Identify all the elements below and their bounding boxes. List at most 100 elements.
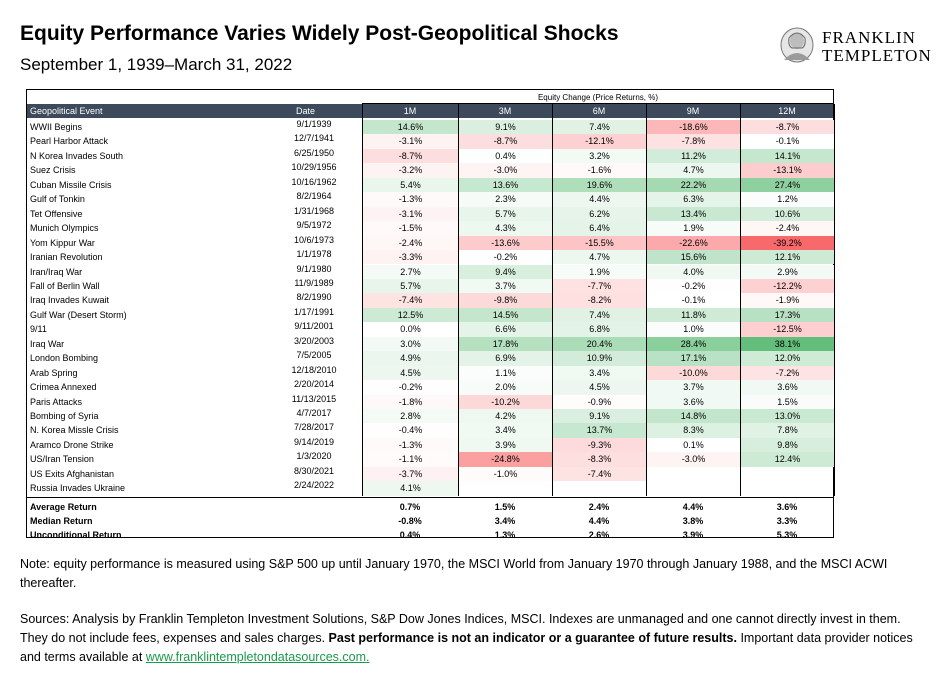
event-name: Russia Invades Ukraine — [30, 483, 126, 494]
event-date: 1/17/1991 — [293, 306, 335, 317]
return-cell: 1.9% — [553, 264, 646, 279]
return-cell: -3.2% — [363, 163, 458, 178]
return-cell: 17.1% — [647, 351, 740, 366]
summary-value: 1.5% — [494, 501, 516, 512]
return-cell: 2.8% — [363, 409, 458, 424]
return-cell: -24.8% — [459, 452, 552, 467]
return-cell: -0.9% — [553, 394, 646, 409]
event-date: 3/20/2003 — [293, 335, 335, 346]
return-cell: -7.4% — [553, 466, 646, 482]
event-name: Iraq Invades Kuwait — [30, 295, 110, 306]
return-cell: 14.6% — [363, 120, 458, 135]
summary-value: 3.8% — [682, 515, 704, 526]
return-cell: -7.4% — [363, 293, 458, 308]
summary-value: 4.4% — [682, 501, 704, 512]
column-header-period: 12M — [778, 106, 796, 116]
event-name: Yom Kippur War — [30, 237, 95, 248]
page-title: Equity Performance Varies Widely Post-Ge… — [20, 22, 619, 45]
column-header-period: 3M — [498, 106, 512, 116]
return-cell: 38.1% — [741, 336, 834, 352]
event-name: Gulf of Tonkin — [30, 194, 85, 205]
return-cell — [741, 481, 834, 495]
return-cell: 2.7% — [363, 264, 458, 279]
return-cell: 7.4% — [553, 120, 646, 135]
event-date: 9/5/1972 — [296, 220, 332, 231]
summary-label: Median Return — [30, 515, 93, 526]
event-date: 12/7/1941 — [293, 133, 335, 144]
return-cell: 10.6% — [741, 206, 834, 222]
event-date: 10/29/1956 — [291, 162, 337, 173]
return-cell: 0.4% — [459, 148, 552, 164]
summary-value: 2.4% — [588, 501, 610, 512]
return-cell: 12.1% — [741, 250, 834, 265]
event-name: Gulf War (Desert Storm) — [30, 309, 127, 320]
return-cell: 9.8% — [741, 437, 834, 453]
return-cell: 3.4% — [459, 423, 552, 438]
return-cell: 4.4% — [553, 192, 646, 207]
summary-value: 3.9% — [682, 529, 704, 540]
return-cell: -12.5% — [741, 322, 834, 337]
summary-value: 0.7% — [399, 501, 421, 512]
return-cell: 14.5% — [459, 307, 552, 323]
event-date: 8/2/1964 — [296, 191, 332, 202]
event-date: 2/24/2022 — [293, 480, 335, 491]
event-date: 7/28/2017 — [293, 422, 335, 433]
return-cell: 2.3% — [459, 192, 552, 207]
summary-separator — [27, 496, 833, 498]
return-cell: 17.8% — [459, 336, 552, 352]
return-cell: 10.9% — [553, 351, 646, 366]
return-cell: 27.4% — [741, 177, 834, 193]
return-cell: 1.5% — [741, 394, 834, 409]
event-date: 11/13/2015 — [291, 393, 337, 404]
event-name: Suez Crisis — [30, 165, 76, 176]
event-date: 7/5/2005 — [296, 350, 332, 361]
return-cell: -3.0% — [459, 163, 552, 178]
return-cell: -2.4% — [363, 235, 458, 251]
return-cell: 6.2% — [553, 206, 646, 222]
return-cell — [647, 481, 740, 495]
return-cell: -7.8% — [647, 134, 740, 149]
return-cell: -0.1% — [647, 293, 740, 308]
return-cell: 4.9% — [363, 351, 458, 366]
return-cell: 9.1% — [459, 120, 552, 135]
return-cell: 3.2% — [553, 148, 646, 164]
event-name: 9/11 — [30, 324, 47, 335]
return-cell: 14.8% — [647, 409, 740, 424]
return-cell: 5.4% — [363, 177, 458, 193]
logo-line-2: TEMPLETON — [822, 46, 932, 65]
event-name: Iranian Revolution — [30, 252, 103, 263]
return-cell: -18.6% — [647, 120, 740, 135]
return-cell: 4.0% — [647, 264, 740, 279]
return-cell — [647, 467, 740, 481]
column-header-bar — [27, 104, 833, 118]
column-divider — [458, 104, 459, 496]
return-cell: 3.6% — [647, 394, 740, 409]
return-cell: -3.3% — [363, 250, 458, 265]
return-cell: 11.8% — [647, 307, 740, 323]
methodology-note: Note: equity performance is measured usi… — [20, 557, 888, 590]
return-cell: 6.3% — [647, 192, 740, 207]
benjamin-franklin-portrait-icon — [780, 27, 814, 63]
return-cell — [459, 481, 552, 495]
return-cell: -10.0% — [647, 365, 740, 381]
sources-text: Sources: Analysis by Franklin Templeton … — [20, 612, 901, 645]
return-cell: 19.6% — [553, 177, 646, 193]
event-date: 9/14/2019 — [293, 436, 335, 447]
event-name: Iran/Iraq War — [30, 266, 83, 277]
return-cell: 1.9% — [647, 221, 740, 236]
return-cell: -1.5% — [363, 221, 458, 236]
group-header-rule — [362, 103, 834, 104]
return-cell: -12.1% — [553, 134, 646, 149]
event-date: 9/1/1939 — [296, 119, 332, 129]
return-cell: -0.1% — [741, 134, 834, 149]
return-cell: -0.4% — [363, 423, 458, 438]
event-name: Bombing of Syria — [30, 411, 99, 421]
event-date: 9/1/1980 — [296, 263, 332, 274]
data-sources-link[interactable]: www.franklintempletondatasources.com. — [145, 650, 370, 664]
return-cell: 0.1% — [647, 437, 740, 453]
event-date: 6/25/1950 — [293, 147, 335, 158]
event-date: 9/11/2001 — [294, 321, 334, 332]
return-cell: -1.9% — [741, 293, 834, 308]
return-cell: 5.7% — [459, 206, 552, 222]
return-cell: -22.6% — [647, 235, 740, 251]
